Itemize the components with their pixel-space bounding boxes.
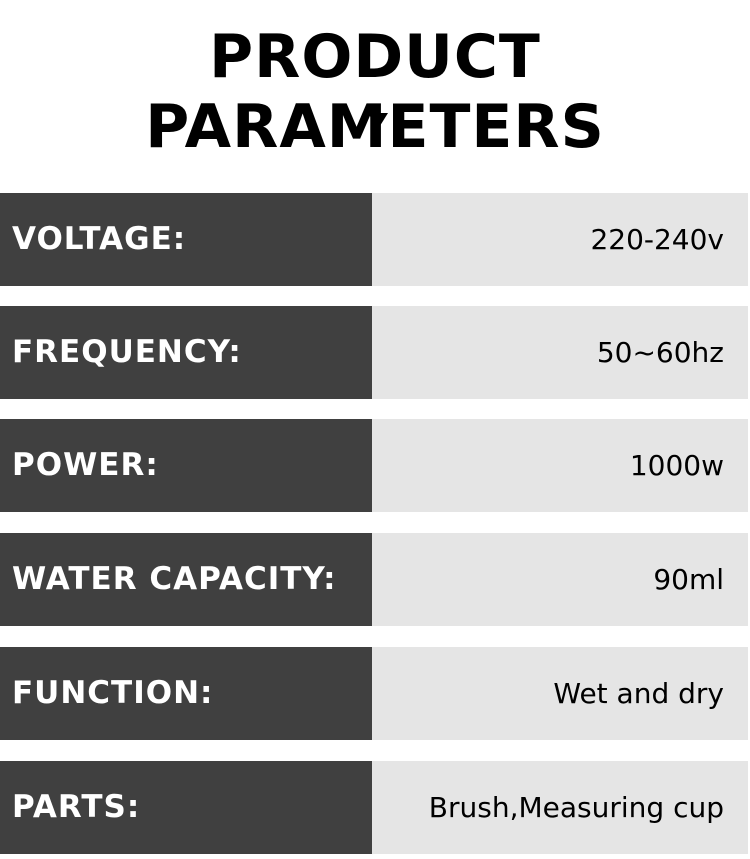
table-row: FREQUENCY: 50~60hz xyxy=(0,306,750,399)
arrow-icon xyxy=(368,113,388,129)
table-row: FUNCTION: Wet and dry xyxy=(0,647,750,740)
param-label: VOLTAGE: xyxy=(0,193,372,286)
param-label: FUNCTION: xyxy=(0,647,372,740)
param-value: 220-240v xyxy=(372,193,748,286)
param-label: PARTS: xyxy=(0,761,372,854)
param-value: 1000w xyxy=(372,419,748,512)
param-value: Wet and dry xyxy=(372,647,748,740)
param-value: 90ml xyxy=(372,533,748,626)
param-label: POWER: xyxy=(0,419,372,512)
param-value: Brush,Measuring cup xyxy=(372,761,748,854)
table-row: VOLTAGE: 220-240v xyxy=(0,193,750,286)
table-row: POWER: 1000w xyxy=(0,419,750,512)
table-row: PARTS: Brush,Measuring cup xyxy=(0,761,750,854)
title: PRODUCT PARAMETERS xyxy=(145,22,605,162)
param-label: WATER CAPACITY: xyxy=(0,533,372,626)
table-row: WATER CAPACITY: 90ml xyxy=(0,533,750,626)
param-label: FREQUENCY: xyxy=(0,306,372,399)
param-value: 50~60hz xyxy=(372,306,748,399)
